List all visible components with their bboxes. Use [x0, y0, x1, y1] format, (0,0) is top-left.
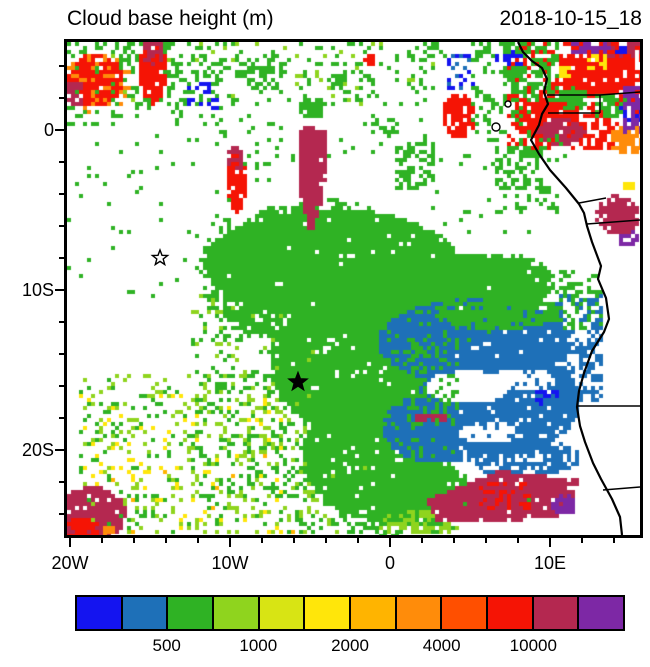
x-minor-tick — [101, 538, 103, 543]
country-border — [599, 91, 640, 96]
y-minor-tick — [59, 321, 64, 323]
map-frame — [64, 39, 643, 538]
country-border — [578, 197, 607, 204]
island-outline — [504, 100, 512, 108]
x-minor-tick — [613, 538, 615, 543]
country-border — [602, 486, 640, 491]
y-minor-tick — [59, 97, 64, 99]
colorbar-segment — [442, 597, 489, 629]
filled-star-marker — [287, 370, 309, 392]
colorbar-segment — [533, 597, 580, 629]
y-minor-tick — [59, 161, 64, 163]
timestamp-label: 2018-10-15_18 — [499, 7, 642, 30]
y-minor-tick — [59, 417, 64, 419]
colorbar-tick-label: 4000 — [422, 636, 461, 655]
colorbar-segment — [168, 597, 215, 629]
colorbar-segment — [305, 597, 352, 629]
y-minor-tick — [59, 481, 64, 483]
y-major-tick — [55, 289, 64, 291]
y-axis-label: 10S — [21, 280, 54, 300]
x-axis-label: 20W — [51, 553, 89, 573]
page-title: Cloud base height (m) — [67, 7, 274, 30]
colorbar-segment — [579, 597, 624, 629]
x-minor-tick — [133, 538, 135, 543]
x-minor-tick — [581, 538, 583, 543]
x-minor-tick — [485, 538, 487, 543]
x-minor-tick — [421, 538, 423, 543]
y-minor-tick — [59, 225, 64, 227]
colorbar-tick-label: 10000 — [509, 636, 557, 655]
x-axis-label: 10E — [533, 553, 567, 573]
x-minor-tick — [197, 538, 199, 543]
x-major-tick — [69, 538, 71, 547]
island-outline — [491, 122, 501, 132]
coastline — [517, 42, 624, 535]
map-overlay — [150, 42, 640, 535]
x-minor-tick — [517, 538, 519, 543]
y-minor-tick — [59, 257, 64, 259]
x-axis-label: 0 — [384, 553, 396, 573]
colorbar-segment — [488, 597, 534, 629]
colorbar-segment — [77, 597, 123, 629]
country-border — [586, 219, 640, 225]
y-major-tick — [55, 129, 64, 131]
colorbar-segment — [351, 597, 397, 629]
open-star-marker — [150, 248, 170, 267]
y-axis-label: 20S — [21, 440, 54, 460]
colorbar-tick-label: 2000 — [331, 636, 369, 655]
y-minor-tick — [59, 193, 64, 195]
y-minor-tick — [59, 385, 64, 387]
colorbar-segment — [259, 597, 306, 629]
colorbar-labels: 500 1000 2000 4000 10000 — [75, 636, 625, 658]
x-major-tick — [549, 538, 551, 547]
colorbar-tick-label: 500 — [152, 636, 181, 655]
x-minor-tick — [357, 538, 359, 543]
y-major-tick — [55, 449, 64, 451]
cloud-field-canvas — [67, 42, 640, 535]
colorbar-segment — [214, 597, 260, 629]
x-minor-tick — [325, 538, 327, 543]
x-major-tick — [229, 538, 231, 547]
y-minor-tick — [59, 65, 64, 67]
colorbar-segment — [122, 597, 169, 629]
x-axis-label: 10W — [211, 553, 249, 573]
y-axis-label: 0 — [43, 120, 54, 140]
x-major-tick — [389, 538, 391, 547]
colorbar-segment — [396, 597, 443, 629]
x-minor-tick — [261, 538, 263, 543]
colorbar-tick-label: 1000 — [239, 636, 278, 655]
x-minor-tick — [453, 538, 455, 543]
y-minor-tick — [59, 353, 64, 355]
colorbar-segments — [75, 595, 625, 631]
x-minor-tick — [165, 538, 167, 543]
x-minor-tick — [293, 538, 295, 543]
y-minor-tick — [59, 513, 64, 515]
